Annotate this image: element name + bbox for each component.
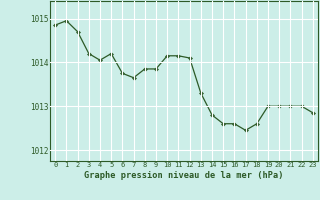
X-axis label: Graphe pression niveau de la mer (hPa): Graphe pression niveau de la mer (hPa)	[84, 171, 284, 180]
